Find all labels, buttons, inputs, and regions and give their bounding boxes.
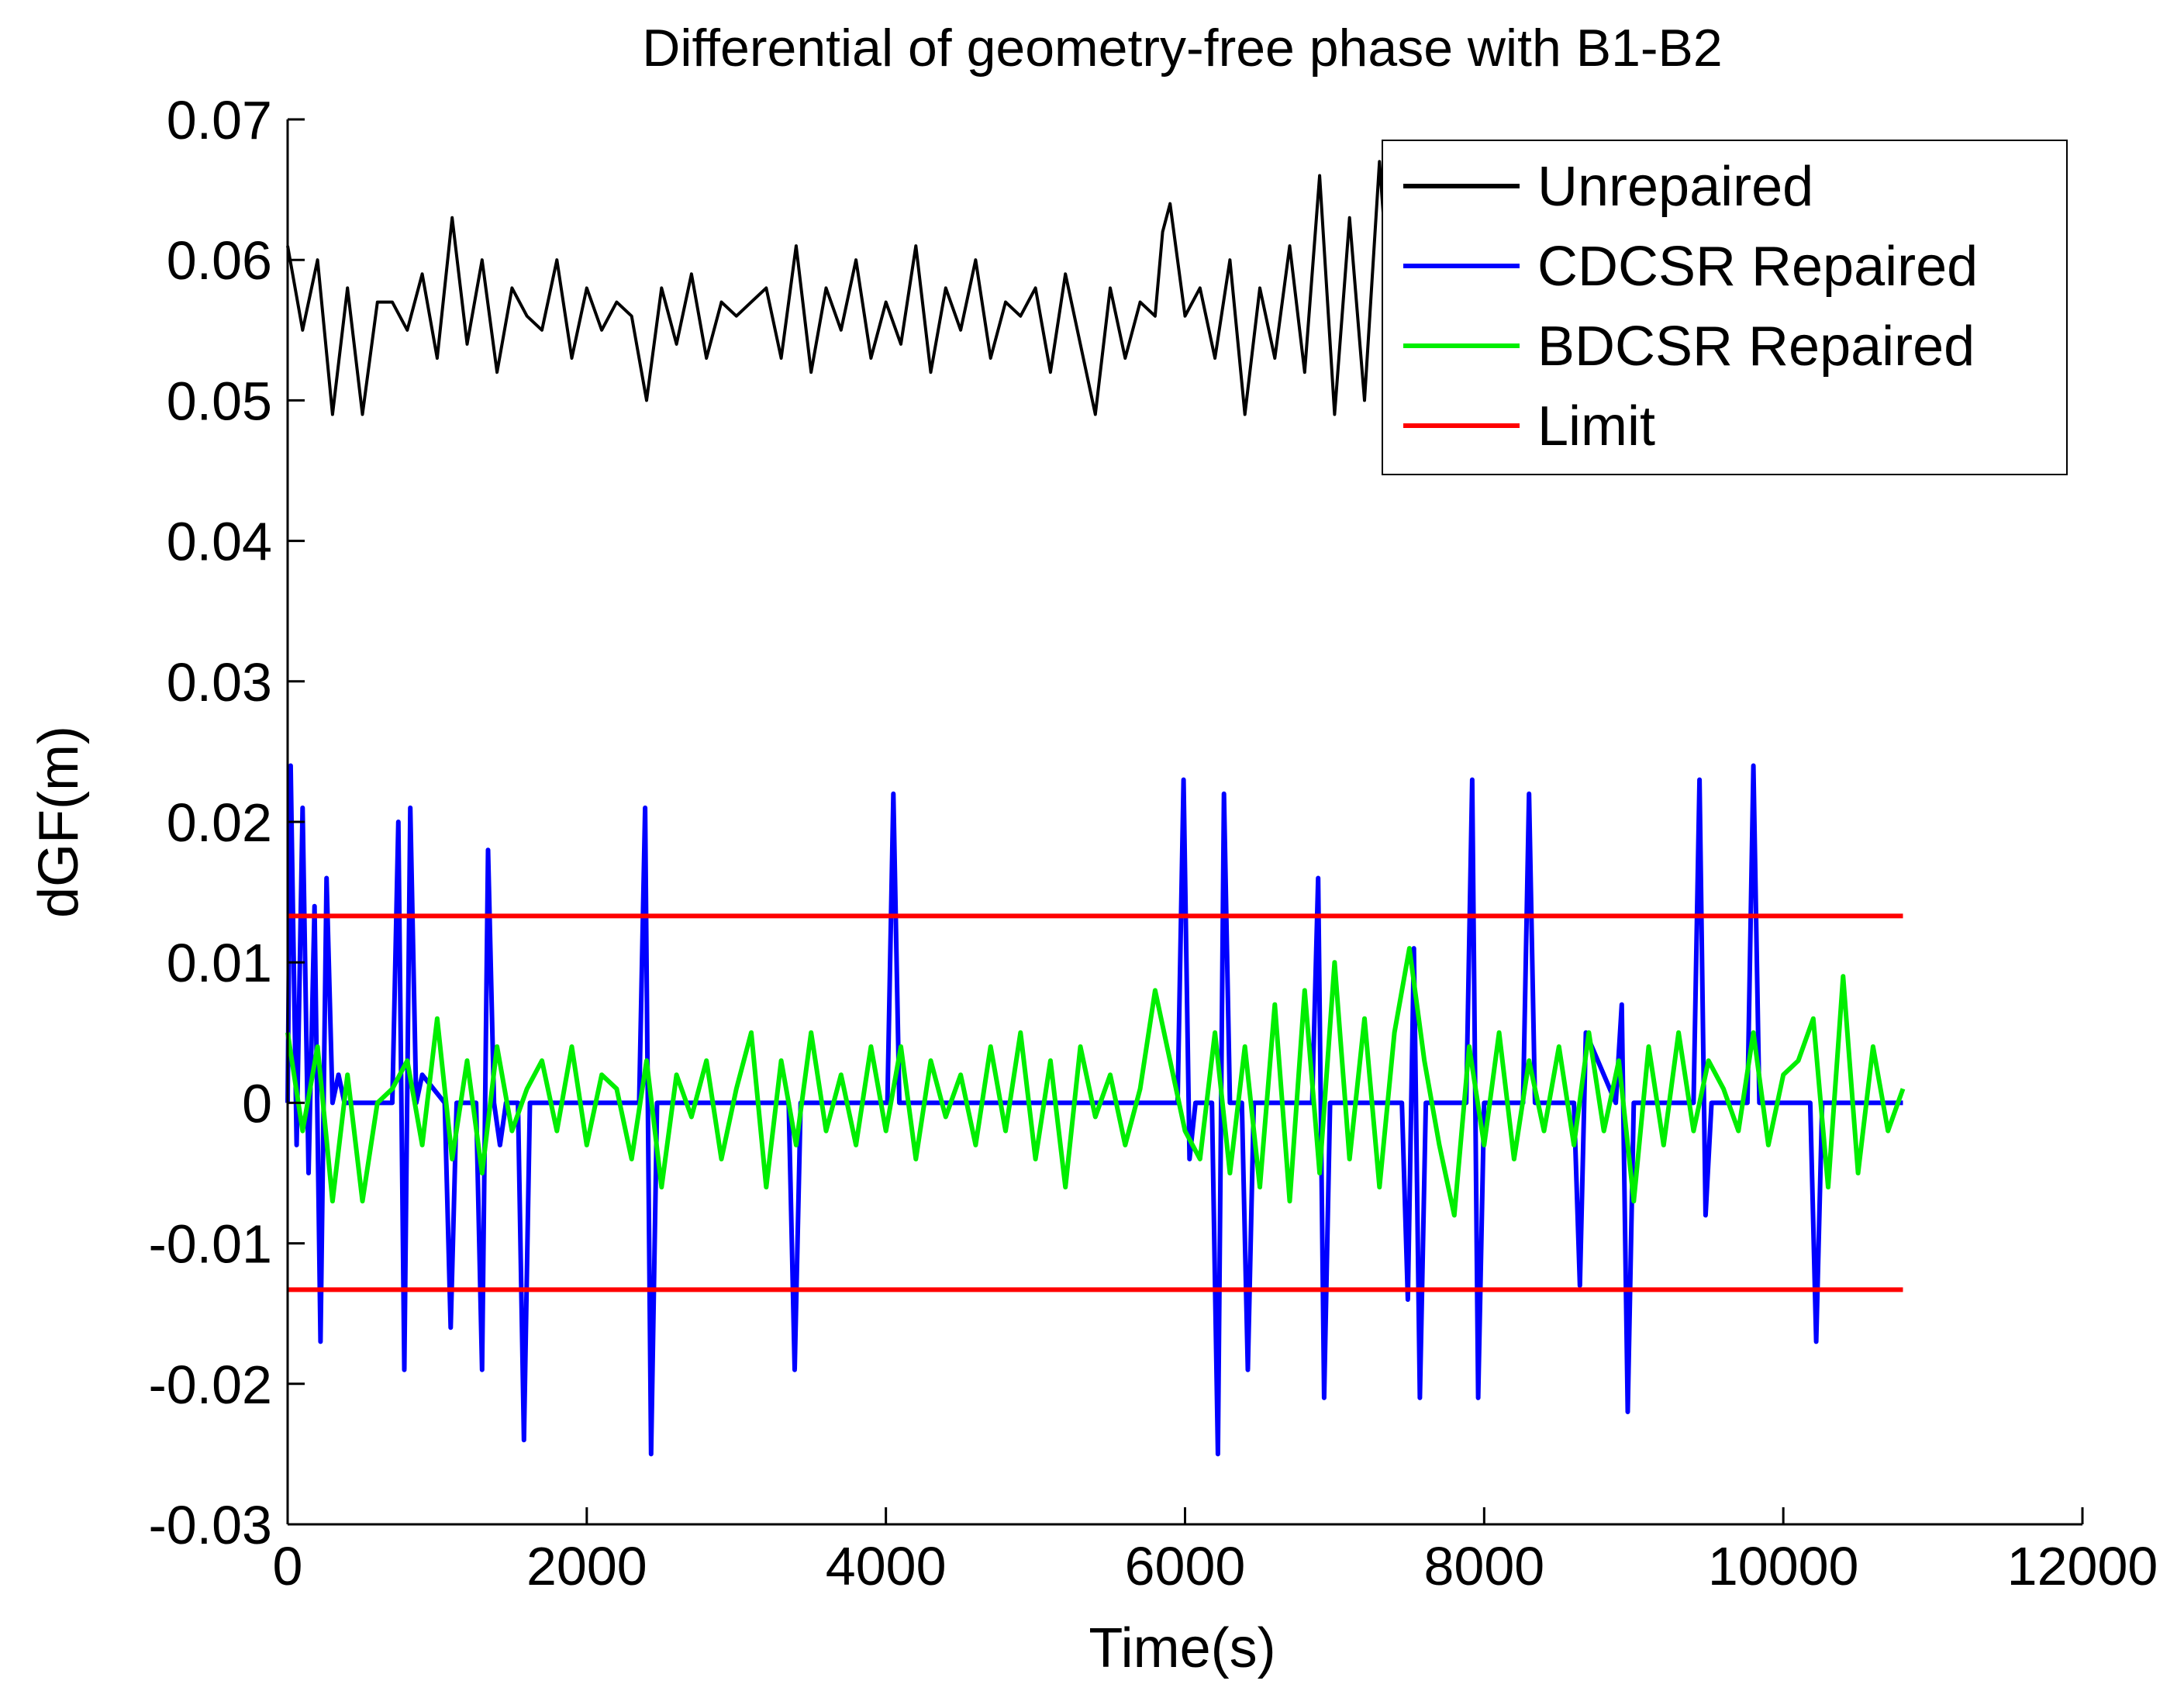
legend-label-bdcsr: BDCSR Repaired xyxy=(1537,316,1975,378)
y-tick-label: 0.06 xyxy=(167,230,272,291)
legend-label-unrepaired: Unrepaired xyxy=(1537,156,1813,218)
y-tick-label: -0.03 xyxy=(148,1495,272,1555)
series-layer xyxy=(285,160,1906,1457)
x-tick-label: 8000 xyxy=(1423,1536,1544,1596)
y-axis-label: dGF(m) xyxy=(28,726,90,918)
y-tick-label: 0.04 xyxy=(167,512,272,572)
x-tick-label: 10000 xyxy=(1708,1536,1859,1596)
legend-label-cdcsr: CDCSR Repaired xyxy=(1537,236,1978,298)
x-tick-label: 2000 xyxy=(526,1536,647,1596)
x-tick-label: 0 xyxy=(273,1536,303,1596)
y-tick-label: 0.02 xyxy=(167,792,272,853)
y-tick-label: 0.07 xyxy=(167,90,272,150)
y-tick-label: 0.03 xyxy=(167,652,272,713)
series-line-bdcsr-repaired xyxy=(285,946,1906,1218)
legend-label-limit: Limit xyxy=(1537,395,1655,457)
y-tick-label: -0.02 xyxy=(148,1355,272,1415)
y-tick-label: 0.05 xyxy=(167,371,272,431)
x-axis-ticks: 0 2000 4000 6000 8000 10000 12000 xyxy=(273,1507,2158,1596)
x-tick-label: 12000 xyxy=(2007,1536,2158,1596)
x-axis-label: Time(s) xyxy=(1089,1617,1275,1679)
y-tick-label: 0 xyxy=(242,1073,272,1134)
chart-title: Differential of geometry-free phase with… xyxy=(642,19,1722,78)
y-axis-ticks: -0.03 -0.02 -0.01 0 0.01 0.02 0.03 0.04 0.05 0.06… xyxy=(148,90,305,1555)
x-tick-label: 6000 xyxy=(1125,1536,1246,1596)
legend: Unrepaired CDCSR Repaired BDCSR Repaired… xyxy=(1382,140,2068,475)
y-tick-label: 0.01 xyxy=(167,933,272,993)
y-tick-label: -0.01 xyxy=(148,1214,272,1275)
series-line-cdcsr-repaired xyxy=(285,763,1903,1457)
x-tick-label: 4000 xyxy=(826,1536,947,1596)
legend-box xyxy=(1382,140,2068,475)
